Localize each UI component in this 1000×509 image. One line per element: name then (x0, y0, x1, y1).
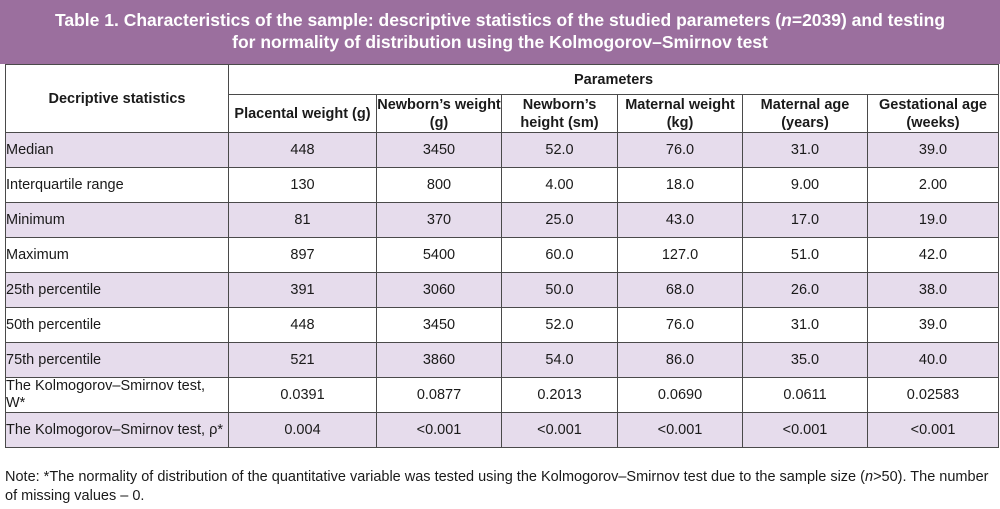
table-cell: 0.2013 (501, 377, 618, 413)
table-cell: 3450 (376, 307, 502, 343)
column-header: Newborn’s height (sm) (501, 94, 618, 133)
table-cell: 60.0 (501, 237, 618, 273)
column-header-row: Placental weight (g) Newborn’s weight (g)… (6, 94, 1000, 133)
table-cell: 0.0877 (376, 377, 502, 413)
table-cell: 521 (228, 342, 377, 378)
table-cell: 26.0 (742, 272, 868, 308)
table-row: The Kolmogorov–Smirnov test, W* 0.0391 0.0… (5, 377, 1000, 413)
header-stats-label: Decriptive statistics (5, 64, 229, 133)
table-cell: 35.0 (742, 342, 868, 378)
row-label: The Kolmogorov–Smirnov test, W* (5, 377, 229, 413)
table-cell: 0.0611 (742, 377, 868, 413)
table-cell: 43.0 (617, 202, 743, 238)
table-cell: 800 (376, 167, 502, 203)
title-text-b: =2039) and testing (791, 10, 946, 30)
title-n-italic: n (781, 10, 792, 30)
table-cell: 76.0 (617, 132, 743, 168)
statistics-table: Decriptive statistics Parameters Placent… (5, 64, 1000, 448)
row-label: Interquartile range (5, 167, 229, 203)
table-cell: 42.0 (866, 237, 1000, 273)
table-cell: 448 (228, 307, 377, 343)
row-label: Minimum (5, 202, 229, 238)
table-cell: 39.0 (866, 307, 1000, 343)
table-cell: 50.0 (501, 272, 618, 308)
table-cell: 51.0 (742, 237, 868, 273)
table-cell: 391 (228, 272, 377, 308)
table-cell: 3450 (376, 132, 502, 168)
row-label: 50th percentile (5, 307, 229, 343)
table-cell: 52.0 (501, 307, 618, 343)
table-cell: <0.001 (617, 412, 743, 448)
table-cell: 52.0 (501, 132, 618, 168)
table-cell: 897 (228, 237, 377, 273)
note-text-b: >50). The number of missing values – 0. (5, 469, 989, 504)
column-header: Maternal age (years) (742, 94, 868, 133)
table-cell: <0.001 (376, 412, 502, 448)
table-cell: 0.0690 (617, 377, 743, 413)
table-cell: 9.00 (742, 167, 868, 203)
table-row: 25th percentile 391 3060 50.0 68.0 26.0 38.0 (5, 272, 1000, 308)
table-cell: 76.0 (617, 307, 743, 343)
table-cell: 19.0 (866, 202, 1000, 238)
table-cell: 39.0 (866, 132, 1000, 168)
table-cell: 31.0 (742, 307, 868, 343)
table-cell: 25.0 (501, 202, 618, 238)
row-label: The Kolmogorov–Smirnov test, ρ* (5, 412, 229, 448)
table-title: Table 1. Characteristics of the sample: … (0, 0, 1000, 64)
table-cell: 86.0 (617, 342, 743, 378)
row-label: 75th percentile (5, 342, 229, 378)
table-cell: 54.0 (501, 342, 618, 378)
table-cell: 0.02583 (866, 377, 1000, 413)
table-cell: <0.001 (501, 412, 618, 448)
note-text-a: Note: *The normality of distribution of … (5, 469, 865, 485)
table-cell: 40.0 (866, 342, 1000, 378)
table-cell: 18.0 (617, 167, 743, 203)
table-row: 50th percentile 448 3450 52.0 76.0 31.0 39.0 (5, 307, 1000, 343)
column-header: Newborn’s weight (g) (376, 94, 502, 133)
table-cell: 3060 (376, 272, 502, 308)
table-cell: 81 (228, 202, 377, 238)
table-cell: 4.00 (501, 167, 618, 203)
table-cell: <0.001 (866, 412, 1000, 448)
table-cell: 5400 (376, 237, 502, 273)
table-cell: 3860 (376, 342, 502, 378)
table-cell: 2.00 (866, 167, 1000, 203)
note-n-italic: n (864, 469, 874, 485)
table-row: Median 448 3450 52.0 76.0 31.0 39.0 (5, 132, 1000, 168)
table-cell: 127.0 (617, 237, 743, 273)
table-cell: 0.0391 (228, 377, 377, 413)
table-cell: 31.0 (742, 132, 868, 168)
table-cell: 68.0 (617, 272, 743, 308)
table-cell: 370 (376, 202, 502, 238)
title-text-a: Table 1. Characteristics of the sample: … (54, 10, 782, 30)
header-parameters: Parameters (227, 64, 1000, 95)
table-cell: 0.004 (228, 412, 377, 448)
column-header: Maternal weight (kg) (617, 94, 743, 133)
table-row: 75th percentile 521 3860 54.0 86.0 35.0 40.0 (5, 342, 1000, 378)
table-cell: 38.0 (866, 272, 1000, 308)
row-label: Median (5, 132, 229, 168)
table-title-line-1: Table 1. Characteristics of the sample: … (0, 9, 1000, 31)
table-row: Maximum 897 5400 60.0 127.0 51.0 42.0 (5, 237, 1000, 273)
row-label: Maximum (5, 237, 229, 273)
table-title-line-2: for normality of distribution using the … (232, 32, 768, 52)
table-cell: 130 (228, 167, 377, 203)
table-cell: 17.0 (742, 202, 868, 238)
column-header: Gestational age (weeks) (866, 94, 1000, 133)
table-cell: <0.001 (742, 412, 868, 448)
table-body: Median 448 3450 52.0 76.0 31.0 39.0 Interquarti… (5, 132, 1000, 448)
row-label: 25th percentile (5, 272, 229, 308)
table-cell: 448 (228, 132, 377, 168)
table-note: Note: *The normality of distribution of … (5, 468, 995, 506)
table-row: Minimum 81 370 25.0 43.0 17.0 19.0 (5, 202, 1000, 238)
column-header: Placental weight (g) (228, 94, 377, 133)
table-row: The Kolmogorov–Smirnov test, ρ* 0.004 <0.0… (5, 412, 1000, 448)
table-row: Interquartile range 130 800 4.00 18.0 9.00 2.0… (5, 167, 1000, 203)
